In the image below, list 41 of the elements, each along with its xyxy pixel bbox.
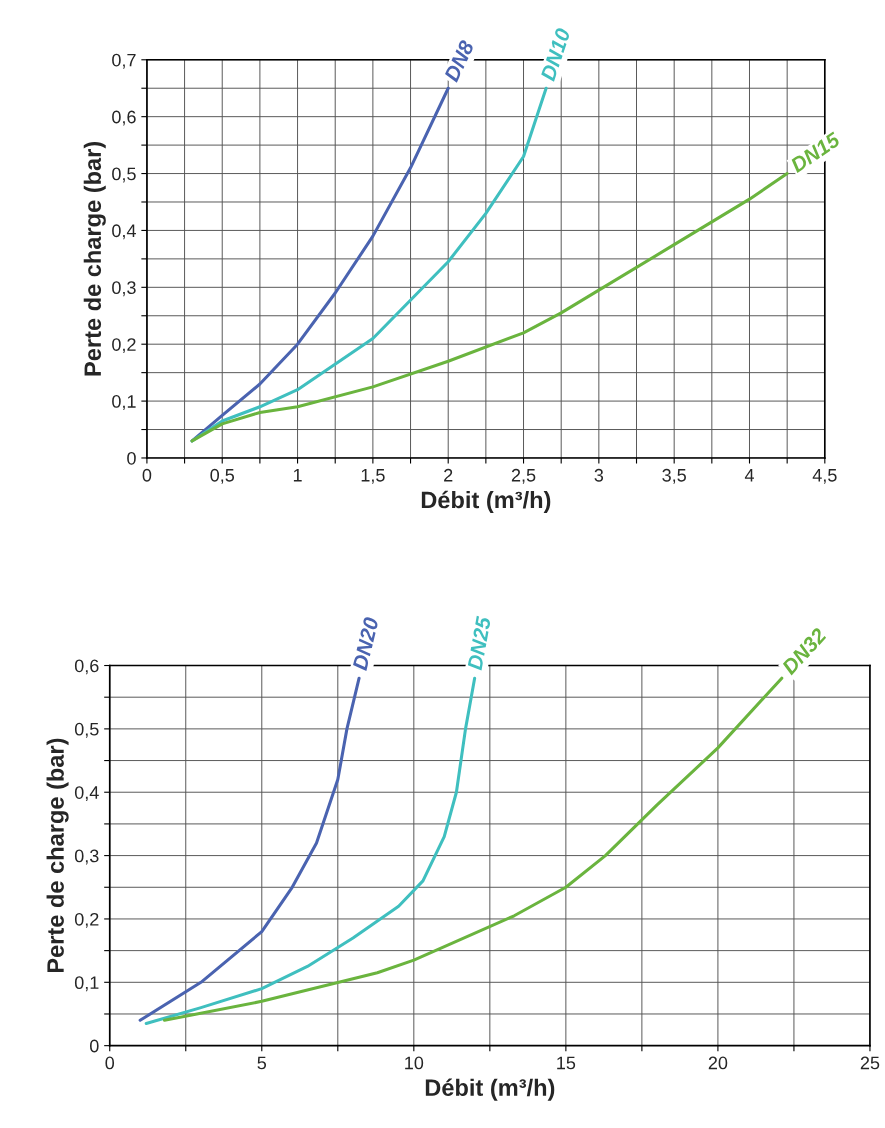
line-series: [138, 676, 361, 1022]
line-series: [144, 676, 477, 1026]
x-tick-label: 0,5: [210, 468, 235, 484]
line-series: [190, 172, 789, 443]
text: DN8: [443, 39, 475, 83]
x-tick-label: 25: [860, 1056, 880, 1070]
y-tick-label: 0,2: [112, 338, 136, 354]
y-tick-label: 0,7: [112, 53, 136, 69]
x-tick-label: 2: [444, 468, 453, 482]
x-axis-title: Débit (m³/h): [425, 1078, 555, 1101]
x-tick-label: 10: [405, 1056, 424, 1070]
y-tick-label: 0,1: [74, 976, 99, 992]
y-tick-label: 0: [89, 1039, 99, 1053]
x-tick-label: 15: [557, 1056, 576, 1070]
x-tick-label: 0: [142, 468, 152, 482]
y-tick-label: 0,5: [74, 722, 99, 738]
x-tick-label: 20: [708, 1056, 728, 1070]
y-tick-label: 0,5: [112, 167, 136, 183]
y-tick-label: 0,6: [74, 659, 99, 675]
x-tick-label: 3: [594, 468, 604, 482]
x-tick-label: 2,5: [511, 468, 536, 484]
x-tick-label: 1: [293, 469, 302, 482]
y-tick-label: 0,2: [74, 912, 99, 928]
x-tick-label: 1,5: [361, 469, 385, 484]
text: DN20: [352, 616, 379, 672]
y-tick-label: 0: [127, 451, 136, 465]
x-axis-title: Débit (m³/h): [421, 490, 551, 513]
x-tick-label: 3,5: [662, 468, 686, 484]
x-tick-label: 5: [257, 1056, 267, 1070]
y-axis-title: Perte de charge (bar): [46, 738, 69, 973]
text: DN25: [467, 615, 492, 671]
y-tick-label: 0,4: [112, 224, 136, 240]
x-tick-label: 4: [744, 469, 754, 482]
x-tick-label: 4,5: [812, 469, 837, 484]
y-tick-label: 0,3: [112, 281, 136, 297]
text: DN10: [540, 27, 571, 82]
y-tick-label: 0,6: [112, 110, 136, 126]
y-tick-label: 0,4: [74, 786, 99, 802]
y-tick-label: 0,3: [74, 849, 99, 865]
y-tick-label: 0,1: [112, 395, 136, 410]
y-axis-title: Perte de charge (bar): [83, 141, 106, 376]
